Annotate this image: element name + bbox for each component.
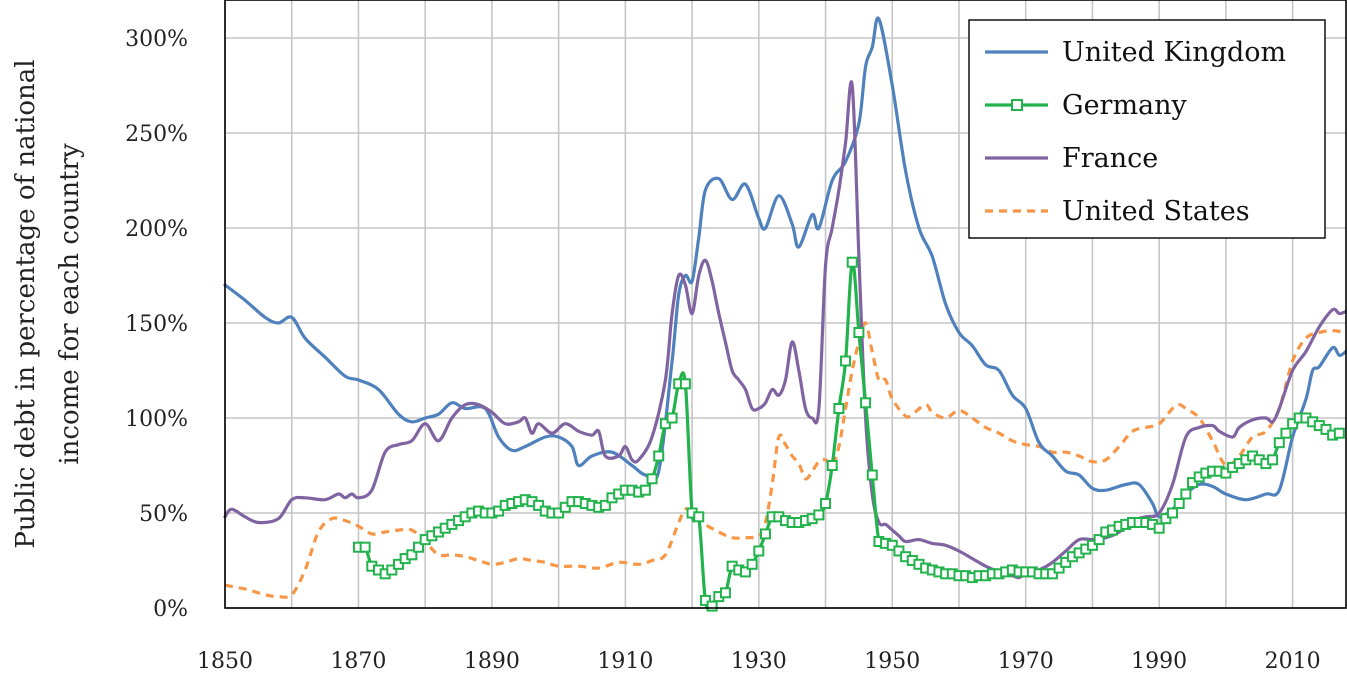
legend-label-united-kingdom: United Kingdom <box>1062 37 1286 68</box>
data-point-germany <box>699 594 711 606</box>
data-point-germany <box>853 327 865 338</box>
data-point-germany <box>679 378 691 390</box>
series-line-germany <box>356 260 1341 611</box>
data-point-germany <box>706 600 718 612</box>
data-point-germany <box>1093 534 1105 546</box>
legend-marker-germany <box>1011 99 1023 111</box>
data-point-germany <box>1187 477 1199 489</box>
data-point-germany <box>386 564 398 576</box>
y-tick-label: 0% <box>153 597 188 622</box>
data-point-germany <box>813 509 825 521</box>
data-point-germany <box>599 499 611 511</box>
data-point-germany <box>666 412 678 424</box>
y-tick-label: 250% <box>125 122 188 147</box>
y-axis-title-line: income for each country <box>55 143 85 465</box>
x-tick-label: 1930 <box>731 649 787 674</box>
legend-label-france: France <box>1062 143 1158 174</box>
data-point-germany <box>840 355 852 367</box>
data-point-germany <box>559 501 571 513</box>
y-axis-title-line: Public debt in percentage of national <box>11 59 41 548</box>
data-point-germany <box>886 539 898 551</box>
data-point-germany <box>1320 423 1332 435</box>
data-point-germany <box>493 505 505 517</box>
y-tick-label: 50% <box>139 502 188 527</box>
data-point-germany <box>392 558 404 570</box>
data-point-germany <box>1153 522 1165 534</box>
x-tick-label: 1850 <box>197 649 253 674</box>
legend: United Kingdom Germany France United States <box>968 19 1326 239</box>
x-tick-label: 1890 <box>464 649 520 674</box>
data-point-germany <box>1167 507 1179 519</box>
y-tick-label: 150% <box>125 312 188 337</box>
data-point-germany <box>1180 488 1192 500</box>
data-point-germany <box>1333 427 1345 439</box>
data-point-germany <box>820 498 832 509</box>
data-point-germany <box>753 545 765 557</box>
data-point-germany <box>759 528 771 540</box>
data-point-germany <box>826 460 838 471</box>
data-point-germany <box>1060 556 1072 568</box>
x-tick-label: 1870 <box>330 649 386 674</box>
data-point-germany <box>653 450 665 462</box>
x-axis-ticks: 1850 1870 1890 1910 1930 1950 1970 1990 2010 <box>197 649 1321 674</box>
legend-label-germany: Germany <box>1062 90 1188 121</box>
data-point-germany <box>1173 498 1185 509</box>
data-point-germany <box>1160 513 1172 525</box>
series-lines <box>223 16 1347 612</box>
data-point-germany <box>646 473 658 485</box>
y-tick-label: 300% <box>125 27 188 52</box>
data-point-germany <box>553 507 565 519</box>
data-point-germany <box>1280 427 1292 439</box>
data-point-germany <box>406 549 418 561</box>
x-tick-label: 1990 <box>1131 649 1187 674</box>
data-point-germany <box>359 541 371 553</box>
data-point-germany <box>866 469 878 481</box>
y-tick-label: 200% <box>125 217 188 242</box>
data-point-germany <box>719 587 731 599</box>
y-axis-ticks: 0% 50% 100% 150% 200% 250% 300% <box>125 27 188 622</box>
y-axis-title: Public debt in percentage of national inc… <box>11 59 85 548</box>
data-point-germany <box>1273 437 1285 449</box>
x-tick-label: 1970 <box>998 649 1054 674</box>
x-tick-label: 1950 <box>864 649 920 674</box>
data-point-germany <box>893 545 905 557</box>
data-point-germany <box>1220 467 1232 479</box>
data-point-germany <box>1267 454 1279 466</box>
data-point-germany <box>846 256 858 268</box>
data-point-germany <box>860 397 872 409</box>
data-point-germany <box>739 566 751 578</box>
data-point-germany <box>1287 418 1299 430</box>
data-point-germany <box>1086 539 1098 551</box>
data-point-germany <box>746 558 758 570</box>
x-tick-label: 1910 <box>597 649 653 674</box>
data-point-germany <box>413 541 425 553</box>
legend-label-united-states: United States <box>1062 196 1250 227</box>
plot-frame <box>224 0 1347 609</box>
data-point-germany <box>833 403 845 414</box>
y-tick-label: 100% <box>125 407 188 432</box>
legend-box <box>968 19 1326 239</box>
data-point-germany <box>1046 568 1058 580</box>
series-line-united-states <box>224 321 1347 599</box>
data-point-germany <box>639 484 651 496</box>
data-point-germany <box>693 511 705 523</box>
data-point-germany <box>659 418 671 430</box>
data-point-germany <box>533 499 545 511</box>
data-point-germany <box>1053 562 1065 574</box>
x-tick-label: 2010 <box>1265 649 1321 674</box>
